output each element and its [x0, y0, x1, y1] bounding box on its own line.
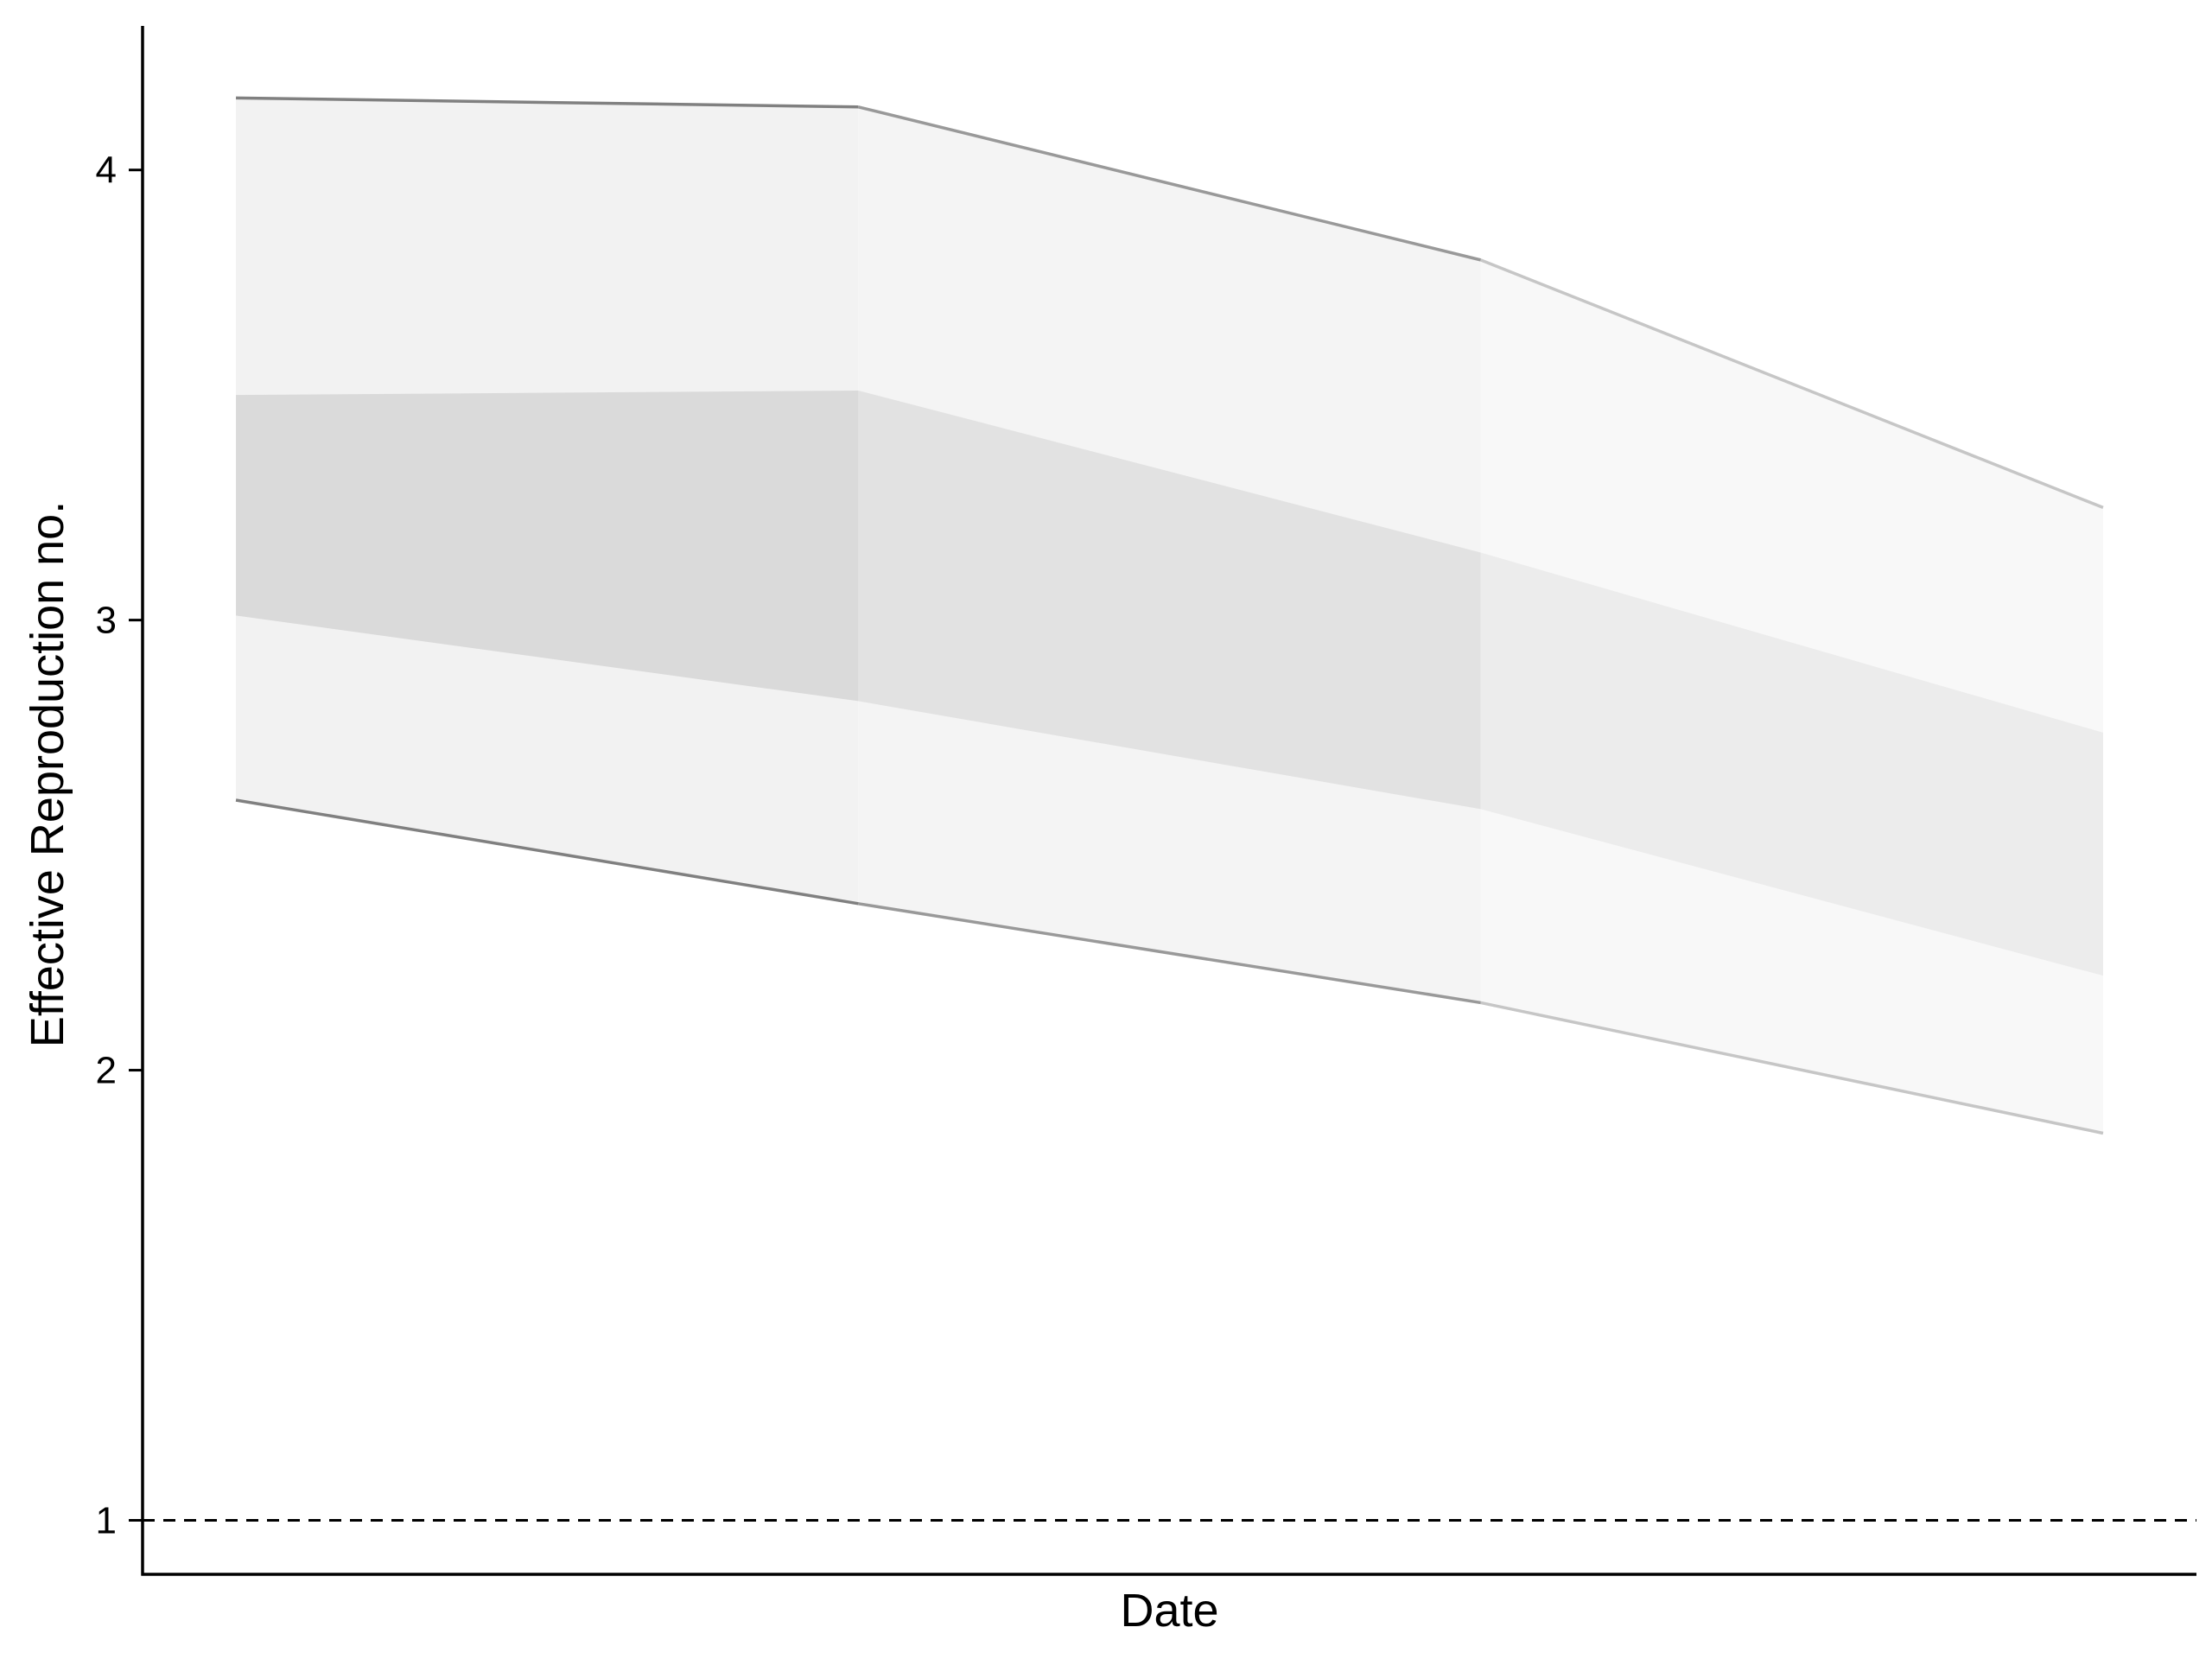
y-tick-label: 4 [96, 149, 117, 192]
band-1-lower-edge-2 [858, 902, 1481, 1005]
band-1-upper-edge-3 [1480, 258, 2104, 510]
y-tick-label: 1 [96, 1499, 117, 1541]
band-1-upper-edge-2 [857, 105, 1482, 262]
band-2-segment-3 [1480, 552, 2103, 976]
x-axis-title: Date [1120, 1585, 1218, 1637]
y-tick-label: 3 [96, 600, 117, 642]
y-ticks: 1 2 3 4 [96, 149, 143, 1541]
band-1-lower-edge-3 [1480, 1001, 2104, 1135]
band-2-segment-1 [236, 390, 859, 702]
band-1-upper-edge-1 [236, 96, 859, 109]
y-tick-label: 2 [96, 1050, 117, 1092]
band-1-lower-edge-1 [235, 798, 859, 906]
y-axis-title: Effective Reproduction no. [22, 501, 73, 1047]
band-edges-layer [235, 96, 2104, 1135]
band-2-segment-2 [858, 390, 1481, 810]
bands-layer [236, 98, 2103, 1134]
